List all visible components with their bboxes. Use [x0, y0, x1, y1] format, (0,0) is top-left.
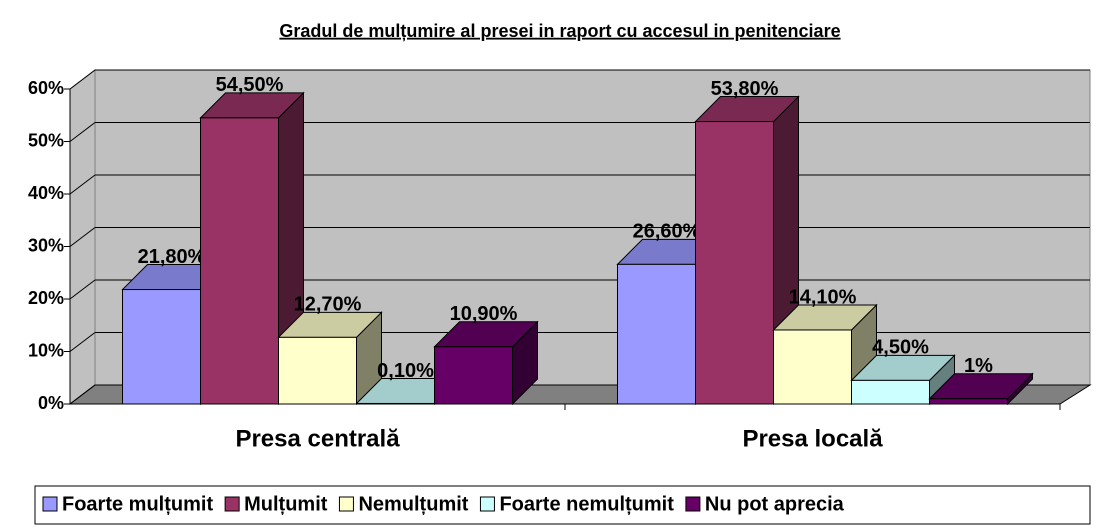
value-label: 0,10%	[377, 360, 434, 382]
legend-label: Foarte mulțumit	[62, 493, 213, 515]
y-tick-label: 50%	[28, 130, 64, 150]
legend-swatch	[479, 496, 495, 512]
grid-line-side	[69, 69, 96, 90]
bar	[773, 329, 852, 405]
legend-label: Nu pot aprecia	[705, 493, 845, 515]
value-label: 10,90%	[450, 303, 518, 325]
bar	[356, 402, 435, 405]
chart-title: Gradul de mulțumire al presei in raport …	[279, 21, 840, 41]
legend-swatch	[338, 496, 354, 512]
legend-label: Foarte nemulțumit	[499, 493, 674, 515]
legend	[34, 485, 1091, 525]
legend-swatch	[42, 496, 58, 512]
value-label: 21,80%	[138, 246, 206, 268]
grid-line-side	[69, 384, 96, 405]
legend-label: Nemulțumit	[358, 493, 468, 515]
value-label: 14,10%	[789, 286, 857, 308]
grid-line-side	[69, 174, 96, 195]
grid-line-side	[69, 227, 96, 247]
x-tick-label: Presa locală	[742, 425, 883, 452]
grid-line-side	[69, 279, 96, 300]
bar	[200, 117, 279, 405]
legend-swatch	[224, 496, 240, 512]
y-tick-label: 20%	[28, 288, 64, 308]
grid-line-side	[69, 332, 96, 352]
value-label: 4,50%	[872, 337, 929, 359]
bar	[278, 336, 357, 405]
value-label: 54,50%	[216, 74, 284, 96]
value-label: 1%	[964, 355, 993, 377]
bar	[617, 263, 696, 405]
bar	[851, 379, 930, 405]
bar	[122, 289, 201, 405]
value-label: 12,70%	[294, 294, 362, 316]
bar	[434, 346, 513, 405]
bar	[695, 121, 774, 405]
bar	[929, 398, 1008, 405]
legend-swatch	[685, 496, 701, 512]
grid-line-side	[69, 122, 96, 142]
y-tick-label: 60%	[28, 78, 64, 98]
x-tick-label: Presa centrală	[235, 425, 400, 452]
y-tick-label: 10%	[28, 340, 64, 360]
legend-label: Mulțumit	[244, 493, 328, 515]
y-tick-label: 40%	[28, 183, 64, 203]
value-label: 26,60%	[633, 221, 701, 243]
y-tick-label: 0%	[38, 393, 64, 413]
y-tick-label: 30%	[28, 235, 64, 255]
value-label: 53,80%	[711, 78, 779, 100]
